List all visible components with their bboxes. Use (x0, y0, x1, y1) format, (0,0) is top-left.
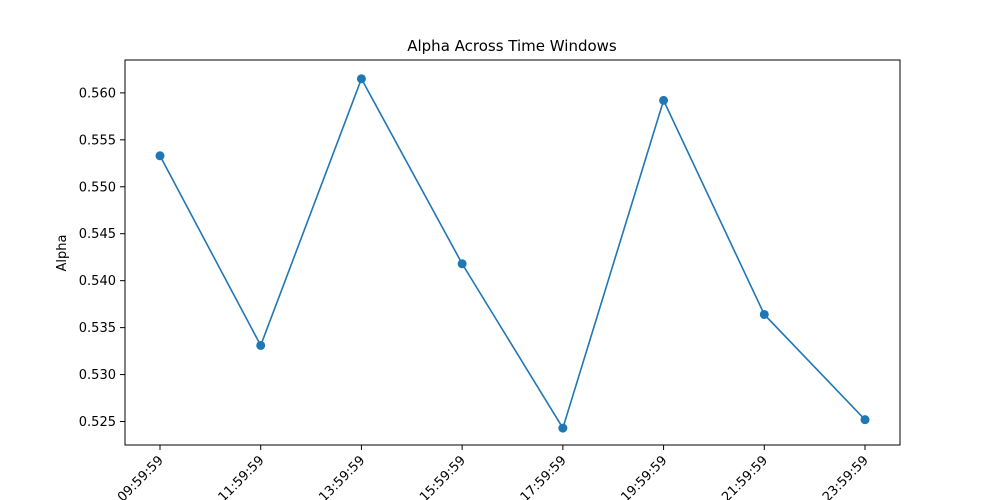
data-point (256, 340, 266, 350)
x-tick-label: 11:59:59 (216, 453, 268, 500)
x-tick-label: 19:59:59 (619, 453, 671, 500)
series-line (159, 76, 866, 431)
plot-frame (124, 59, 901, 446)
x-tick-label: 21:59:59 (719, 453, 771, 500)
chart-title: Alpha Across Time Windows (407, 37, 617, 55)
x-tick-label: 13:59:59 (316, 453, 368, 500)
data-point (759, 309, 769, 319)
x-tick-label: 23:59:59 (820, 453, 872, 500)
y-axis-label: Alpha (55, 235, 70, 272)
data-point (659, 95, 669, 105)
y-tick-label: 0.555 (79, 133, 116, 148)
data-point (860, 415, 870, 425)
x-tick-label: 09:59:59 (115, 453, 167, 500)
y-tick-label: 0.560 (79, 86, 116, 101)
data-point (155, 151, 165, 161)
y-tick-label: 0.545 (79, 227, 116, 242)
y-tick-label: 0.540 (79, 274, 116, 289)
data-point (457, 259, 467, 269)
plot-area: 0.525 0.530 0.535 0.540 0.545 0.550 0.555 0.560… (79, 74, 872, 500)
x-tick-label: 17:59:59 (518, 453, 570, 500)
data-point (356, 74, 366, 84)
y-tick-label: 0.525 (79, 415, 116, 430)
data-point (558, 423, 568, 433)
y-tick-label: 0.535 (79, 321, 116, 336)
y-tick-label: 0.550 (79, 180, 116, 195)
x-tick-label: 15:59:59 (417, 453, 469, 500)
y-tick-label: 0.530 (79, 368, 116, 383)
